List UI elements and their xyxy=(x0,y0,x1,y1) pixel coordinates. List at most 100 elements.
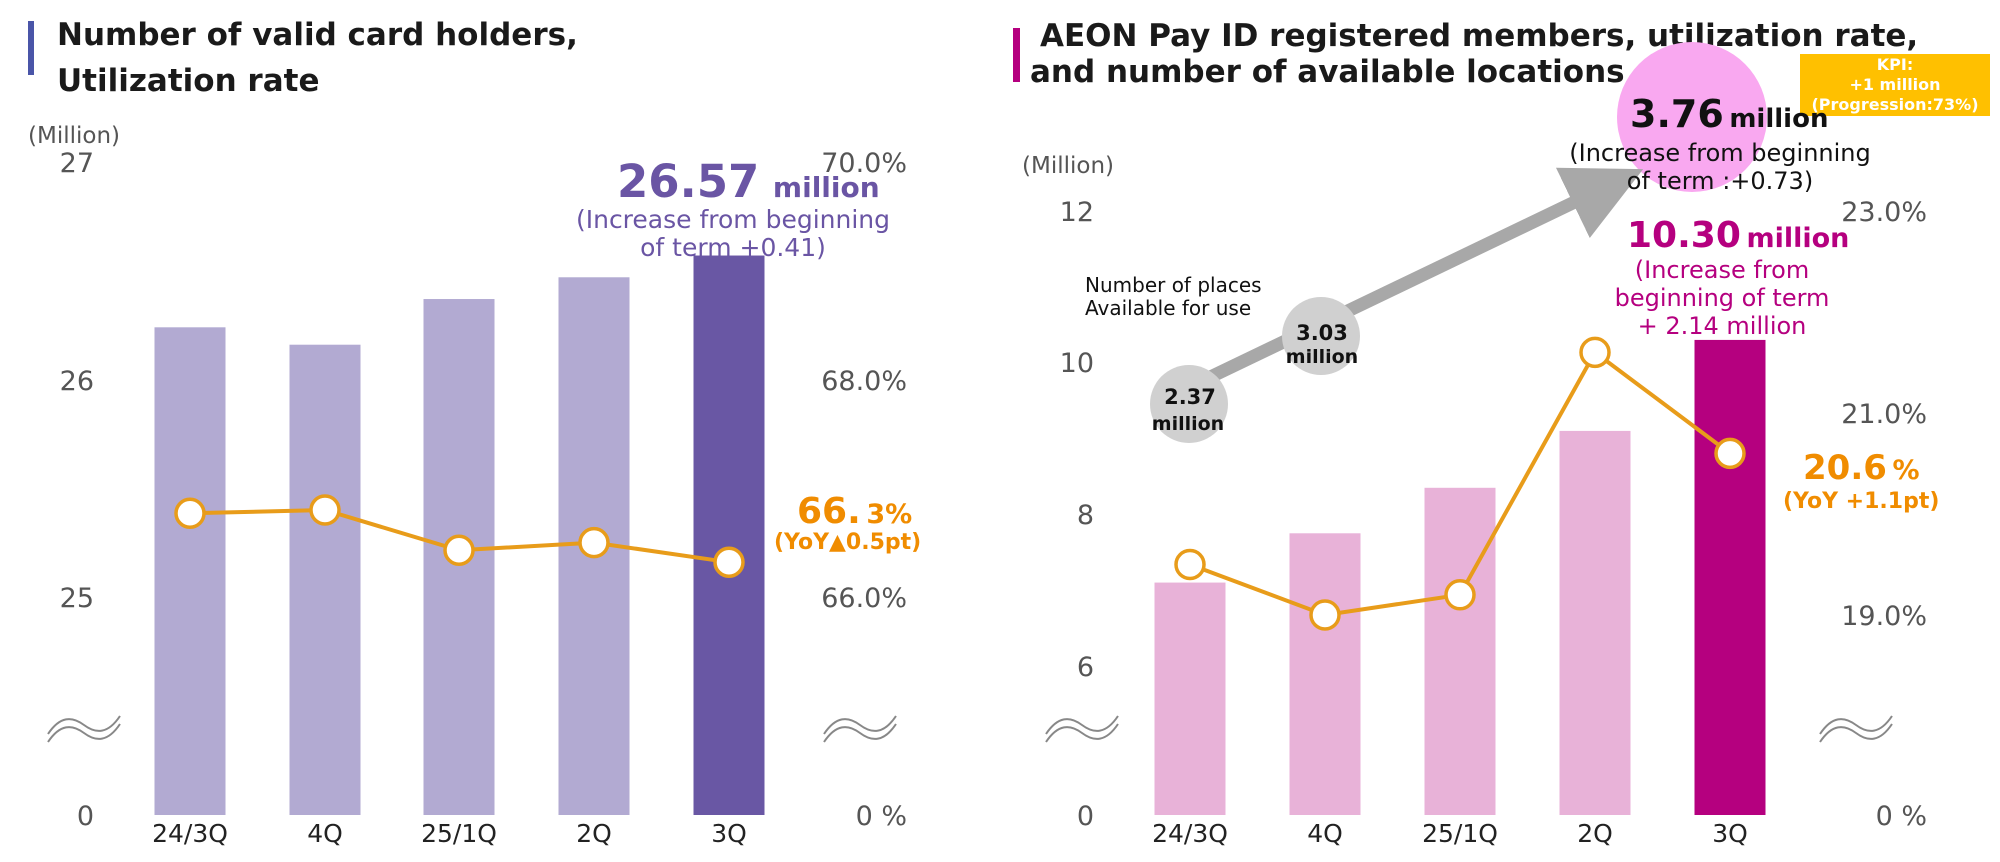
left-callout-sub1: (Increase from beginning xyxy=(576,205,890,234)
right-y-tick-label: 10 xyxy=(1060,348,1094,379)
top-callout-sub2: of term :+0.73) xyxy=(1627,167,1813,195)
left-y-tick-label: 25 xyxy=(60,583,94,614)
left-x-tick-label: 3Q xyxy=(711,819,747,848)
places-bubble-1-unit: million xyxy=(1152,413,1224,435)
left-rate-line xyxy=(174,494,745,578)
right-y-axis: 12 10 8 6 0 xyxy=(1060,197,1094,832)
right-y2-tick-label: 0 % xyxy=(1876,801,1927,832)
left-callout-unit: million xyxy=(773,171,880,204)
right-rate-line xyxy=(1174,336,1746,631)
right-title-line2: and number of available locations xyxy=(1030,54,1625,90)
left-y2-tick-label: 70.0% xyxy=(821,148,907,179)
left-y2-tick-label: 68.0% xyxy=(821,366,907,397)
right-bar xyxy=(1694,339,1766,815)
right-rate-point xyxy=(1579,336,1611,369)
right-bars xyxy=(1154,339,1766,815)
left-callout-number: 26.57 xyxy=(617,155,759,208)
kpi-line1: KPI: xyxy=(1877,55,1913,74)
members-callout-sub1: (Increase from xyxy=(1635,256,1809,284)
right-y2-tick-label: 21.0% xyxy=(1841,399,1927,430)
left-rate-point xyxy=(713,546,745,578)
right-rate-value: 20.6 % xyxy=(1803,448,1920,488)
right-rate-point xyxy=(1444,579,1476,611)
right-panel: AEON Pay ID registered members, utilizat… xyxy=(1013,18,1990,848)
kpi-box xyxy=(1800,54,1990,116)
left-title-line2: Utilization rate xyxy=(57,63,320,99)
right-x-tick-label: 2Q xyxy=(1577,819,1613,848)
right-y2-tick-label: 19.0% xyxy=(1841,601,1927,632)
left-y2-tick-label: 0 % xyxy=(856,801,907,832)
right-bar xyxy=(1154,582,1226,815)
left-rate-tail: 3% xyxy=(866,499,912,530)
right-axis-break-icon xyxy=(1045,715,1119,743)
right-x-tick-label: 25/1Q xyxy=(1422,819,1498,848)
members-callout-sub2: beginning of term xyxy=(1615,284,1830,312)
left-x-axis: 24/3Q 4Q 25/1Q 2Q 3Q xyxy=(152,819,747,848)
left-rate-value: 66. 3% xyxy=(797,491,912,532)
left-x-tick-label: 4Q xyxy=(307,819,343,848)
top-callout-unit: million xyxy=(1729,104,1828,134)
kpi-line2: +1 million xyxy=(1849,75,1940,94)
left-unit-label: (Million) xyxy=(28,123,120,149)
left-y2-tick-label: 66.0% xyxy=(821,583,907,614)
top-callout-value: 3.76 million xyxy=(1630,92,1828,136)
places-bubble-2 xyxy=(1282,297,1360,375)
left-x-tick-label: 24/3Q xyxy=(152,819,228,848)
top-callout-sub1: (Increase from beginning xyxy=(1569,139,1870,167)
left-x-tick-label: 25/1Q xyxy=(421,819,497,848)
left-axis-break-icon xyxy=(47,715,121,743)
left-y-tick-label: 27 xyxy=(60,148,94,179)
right-title-line1: AEON Pay ID registered members, utilizat… xyxy=(1040,18,1918,54)
right-x-tick-label: 4Q xyxy=(1307,819,1343,848)
left-rate-point xyxy=(309,494,341,526)
left-x-tick-label: 2Q xyxy=(576,819,612,848)
left-rate-main: 66. xyxy=(797,491,861,532)
left-callout-sub2: of term +0.41) xyxy=(640,233,826,262)
right-rate-point xyxy=(1309,599,1341,631)
members-callout-value: 10.30 million xyxy=(1627,215,1849,256)
left-y2-axis-break-icon xyxy=(823,715,897,743)
right-y2-tick-label: 23.0% xyxy=(1841,197,1927,228)
left-bars xyxy=(154,255,765,815)
left-y-tick-label: 0 xyxy=(77,801,94,832)
left-bar xyxy=(154,327,226,815)
right-rate-point xyxy=(1174,548,1206,581)
places-bubble-1 xyxy=(1150,365,1228,443)
right-rate-point xyxy=(1714,437,1746,470)
places-bubble-1-value: 2.37 xyxy=(1164,385,1216,409)
left-rate-point xyxy=(174,497,206,530)
right-bar xyxy=(1289,533,1361,815)
left-panel: Number of valid card holders, Utilizatio… xyxy=(28,17,921,848)
left-bar xyxy=(289,344,361,815)
right-rate-sub: (YoY +1.1pt) xyxy=(1783,489,1939,514)
top-bubble xyxy=(1617,42,1767,192)
left-title-line1: Number of valid card holders, xyxy=(57,17,578,53)
kpi-line3: (Progression:73%) xyxy=(1811,95,1978,114)
places-label-line2: Available for use xyxy=(1085,296,1251,320)
places-bubble-2-value: 3.03 xyxy=(1296,321,1348,345)
places-label-line1: Number of places xyxy=(1085,273,1262,297)
right-y-tick-label: 6 xyxy=(1077,652,1094,683)
places-bubble-2-unit: million xyxy=(1286,346,1358,368)
right-x-tick-label: 3Q xyxy=(1712,819,1748,848)
right-y-tick-label: 0 xyxy=(1077,801,1094,832)
left-rate-point xyxy=(443,534,475,566)
members-callout-number: 10.30 xyxy=(1627,215,1741,256)
right-bar xyxy=(1559,430,1631,815)
right-y-tick-label: 8 xyxy=(1077,500,1094,531)
right-rate-tail: % xyxy=(1892,455,1919,486)
right-bar xyxy=(1424,487,1496,815)
members-callout-sub3: + 2.14 million xyxy=(1638,312,1807,340)
places-trend-arrow xyxy=(1197,167,1644,388)
left-title-accent xyxy=(28,21,34,75)
right-rate-main: 20.6 xyxy=(1803,448,1887,488)
members-callout-unit: million xyxy=(1746,223,1849,254)
top-callout-number: 3.76 xyxy=(1630,92,1724,136)
right-title-accent xyxy=(1013,28,1020,82)
left-y-tick-label: 26 xyxy=(60,366,94,397)
right-x-axis: 24/3Q 4Q 25/1Q 2Q 3Q xyxy=(1152,819,1748,848)
right-y2-axis: 23.0% 21.0% 19.0% 0 % xyxy=(1841,197,1927,832)
left-callout-value: 26.57 million xyxy=(617,155,880,208)
